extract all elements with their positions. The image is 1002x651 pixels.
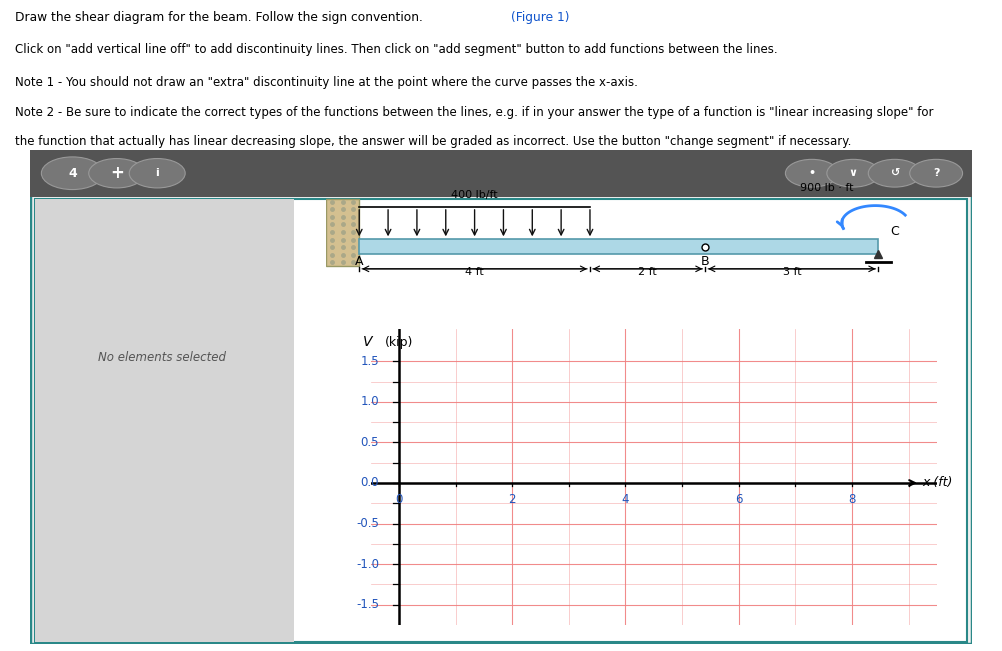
Text: -1.0: -1.0 [357,558,379,570]
Text: 0: 0 [396,493,403,506]
Text: 8: 8 [849,493,856,506]
Text: 4: 4 [68,167,77,180]
Text: 2 ft: 2 ft [638,267,657,277]
Text: +: + [110,164,123,182]
Text: 3 ft: 3 ft [783,267,802,277]
Circle shape [129,159,185,188]
Bar [35,199,967,642]
Circle shape [786,159,839,187]
Circle shape [827,159,880,187]
Text: ?: ? [933,168,940,178]
Bar [35,199,294,642]
Circle shape [910,159,963,187]
Text: Note 2 - Be sure to indicate the correct types of the functions between the line: Note 2 - Be sure to indicate the correct… [15,106,934,119]
Text: V: V [363,335,373,349]
Text: -1.5: -1.5 [357,598,379,611]
Text: 1.5: 1.5 [361,355,379,368]
Text: 400 lb/ft: 400 lb/ft [451,190,498,201]
Text: No elements selected: No elements selected [98,351,225,364]
Text: (Figure 1): (Figure 1) [511,10,569,23]
Circle shape [41,157,103,189]
Text: B: B [701,255,709,268]
Text: the function that actually has linear decreasing slope, the answer will be grade: the function that actually has linear de… [15,135,852,148]
Text: Click on "add vertical line off" to add discontinuity lines. Then click on "add : Click on "add vertical line off" to add … [15,44,778,57]
Text: 900 lb · ft: 900 lb · ft [800,183,854,193]
Text: (kip): (kip) [385,336,413,349]
Text: -0.5: -0.5 [357,517,379,530]
Text: ∨: ∨ [849,168,858,178]
Text: i: i [155,168,159,178]
Text: 0.0: 0.0 [361,477,379,490]
Text: Draw the shear diagram for the beam. Follow the sign convention.: Draw the shear diagram for the beam. Fol… [15,10,427,23]
Text: Note 1 - You should not draw an "extra" discontinuity line at the point where th: Note 1 - You should not draw an "extra" … [15,76,638,89]
Bar [326,199,360,266]
Text: A: A [355,255,364,268]
Text: •: • [809,168,816,178]
Text: x (ft): x (ft) [923,477,953,490]
Bar [30,150,972,197]
Text: C: C [891,225,900,238]
Circle shape [89,159,144,188]
Text: 1.0: 1.0 [361,395,379,408]
Text: 4: 4 [622,493,629,506]
Circle shape [869,159,921,187]
Bar [360,240,879,254]
Text: 0.5: 0.5 [361,436,379,449]
Text: 4 ft: 4 ft [465,267,484,277]
Text: 6: 6 [735,493,742,506]
Text: 2: 2 [509,493,516,506]
Text: ↺: ↺ [890,168,900,178]
